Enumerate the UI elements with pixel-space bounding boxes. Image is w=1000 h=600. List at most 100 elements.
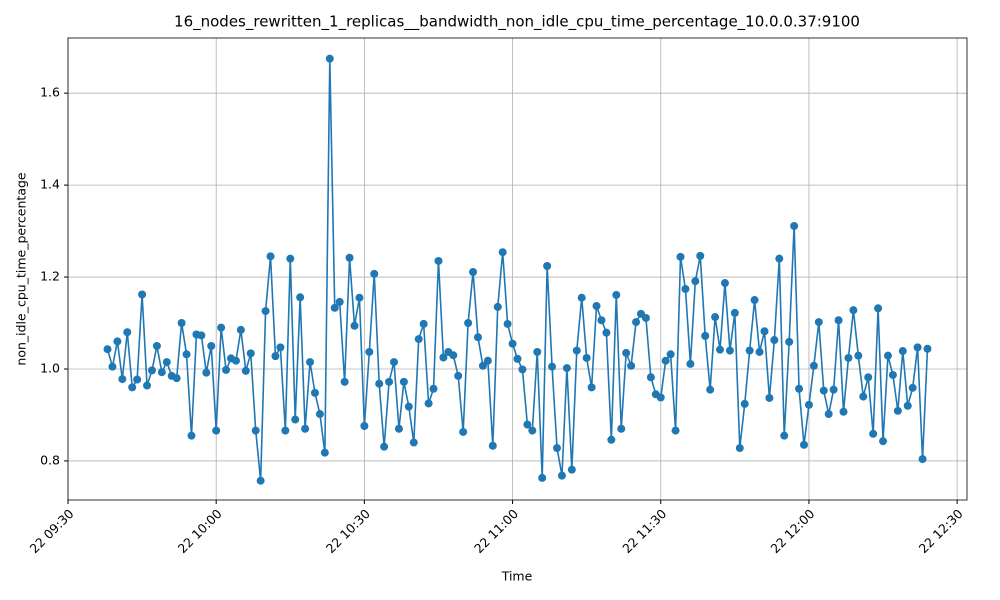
data-point bbox=[854, 351, 863, 360]
data-point bbox=[641, 313, 650, 322]
data-point bbox=[908, 383, 917, 392]
data-point bbox=[760, 327, 769, 336]
data-point bbox=[553, 444, 562, 453]
data-point bbox=[745, 346, 754, 355]
data-point bbox=[785, 337, 794, 346]
data-point bbox=[572, 346, 581, 355]
data-point bbox=[345, 253, 354, 262]
data-point bbox=[439, 353, 448, 362]
data-point bbox=[266, 252, 275, 261]
data-point bbox=[424, 399, 433, 408]
x-tick-label: 22 12:00 bbox=[767, 506, 817, 556]
data-point bbox=[459, 427, 468, 436]
data-point bbox=[528, 426, 537, 435]
data-point bbox=[207, 342, 216, 350]
data-point bbox=[691, 277, 700, 286]
data-point bbox=[246, 349, 255, 358]
data-point bbox=[834, 316, 843, 325]
data-point bbox=[370, 269, 379, 278]
data-point bbox=[799, 440, 808, 449]
data-point bbox=[261, 307, 270, 316]
data-point bbox=[681, 284, 690, 293]
data-point bbox=[720, 279, 729, 288]
data-point bbox=[350, 321, 359, 330]
data-point bbox=[898, 347, 907, 356]
data-point bbox=[508, 339, 517, 348]
data-point bbox=[454, 371, 463, 380]
data-point bbox=[879, 437, 888, 446]
data-point bbox=[133, 375, 142, 384]
data-point bbox=[666, 350, 675, 359]
data-point bbox=[315, 410, 324, 419]
data-point bbox=[182, 350, 191, 359]
data-point bbox=[903, 401, 912, 410]
data-point bbox=[404, 402, 413, 411]
data-point bbox=[473, 333, 482, 342]
data-point bbox=[375, 379, 384, 388]
data-point bbox=[152, 342, 161, 350]
data-point bbox=[597, 316, 606, 325]
y-tick-label: 0.8 bbox=[40, 452, 60, 467]
x-tick-label: 22 10:00 bbox=[175, 506, 225, 556]
data-point bbox=[399, 377, 408, 386]
data-point bbox=[701, 331, 710, 340]
data-point bbox=[562, 364, 571, 373]
data-point bbox=[676, 252, 685, 261]
data-point bbox=[780, 431, 789, 440]
data-point bbox=[147, 366, 156, 375]
x-tick-label: 22 09:30 bbox=[26, 506, 76, 556]
data-point bbox=[622, 348, 631, 357]
data-point bbox=[296, 293, 305, 302]
data-point bbox=[340, 377, 349, 386]
data-point bbox=[730, 308, 739, 317]
data-point bbox=[533, 347, 542, 356]
y-tick-label: 1.4 bbox=[40, 177, 60, 192]
data-point bbox=[360, 421, 369, 430]
data-point bbox=[325, 54, 334, 63]
data-point bbox=[582, 353, 591, 362]
data-point bbox=[829, 385, 838, 394]
data-point bbox=[256, 476, 265, 485]
data-point bbox=[646, 373, 655, 382]
data-point bbox=[592, 302, 601, 311]
chart-title: 16_nodes_rewritten_1_replicas__bandwidth… bbox=[174, 13, 860, 32]
x-axis-label: Time bbox=[501, 569, 533, 584]
data-point bbox=[913, 343, 922, 352]
data-point bbox=[795, 384, 804, 393]
data-point bbox=[918, 455, 927, 464]
data-point bbox=[380, 442, 389, 451]
data-point bbox=[548, 362, 557, 371]
data-point bbox=[103, 345, 112, 354]
data-point bbox=[538, 473, 547, 482]
data-point bbox=[770, 336, 779, 345]
data-point bbox=[394, 424, 403, 433]
data-point bbox=[355, 293, 364, 302]
data-point bbox=[587, 383, 596, 392]
data-point bbox=[113, 337, 122, 346]
data-point bbox=[814, 318, 823, 327]
data-point bbox=[330, 303, 339, 312]
y-tick-label: 1.2 bbox=[40, 269, 60, 284]
data-point bbox=[118, 375, 127, 384]
data-point bbox=[291, 415, 300, 424]
data-point bbox=[612, 290, 621, 299]
data-point bbox=[839, 407, 848, 416]
data-point bbox=[686, 359, 695, 368]
data-point bbox=[775, 254, 784, 263]
data-line bbox=[106, 58, 929, 481]
y-tick-label: 1.6 bbox=[40, 85, 60, 100]
data-point bbox=[172, 374, 181, 383]
data-point bbox=[464, 319, 473, 328]
x-tick-label: 22 11:30 bbox=[619, 506, 669, 556]
data-point bbox=[671, 426, 680, 435]
data-point bbox=[222, 365, 231, 374]
data-point bbox=[750, 296, 759, 305]
data-point bbox=[849, 306, 858, 315]
data-point bbox=[286, 254, 295, 263]
data-point bbox=[108, 362, 117, 371]
data-point bbox=[276, 343, 285, 352]
data-point bbox=[202, 368, 211, 377]
